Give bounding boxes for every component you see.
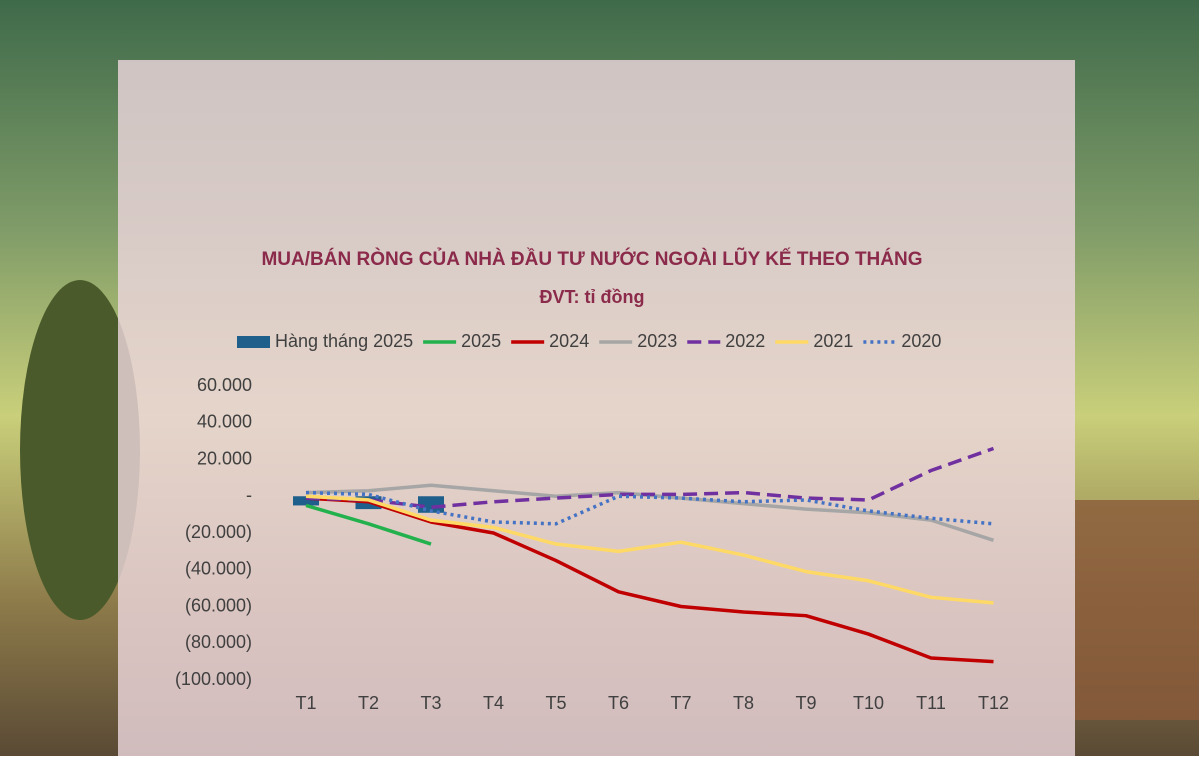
panel <box>118 60 1075 756</box>
x-tick-label: T10 <box>853 693 884 713</box>
tree <box>20 280 140 620</box>
y-tick-label: 60.000 <box>197 375 252 395</box>
y-tick-label: (40.000) <box>185 559 252 579</box>
y-tick-label: - <box>246 485 252 505</box>
chart-title: MUA/BÁN RÒNG CỦA NHÀ ĐẦU TƯ NƯỚC NGOÀI L… <box>261 248 922 270</box>
series-line <box>305 446 995 510</box>
y-tick-label: 40.000 <box>197 412 252 432</box>
series-line <box>305 490 994 526</box>
y-tick-label: 20.000 <box>197 448 252 468</box>
x-tick-label: T4 <box>483 693 504 713</box>
legend-label: 2021 <box>813 331 853 351</box>
x-tick-label: T3 <box>420 693 441 713</box>
chart-subtitle: ĐVT: tỉ đồng <box>540 287 645 307</box>
legend-label: 2024 <box>549 331 589 351</box>
x-tick-label: T11 <box>916 693 946 713</box>
series-line <box>305 503 432 546</box>
x-tick-label: T9 <box>795 693 816 713</box>
x-tick-label: T2 <box>358 693 379 713</box>
x-tick-label: T6 <box>608 693 629 713</box>
x-tick-label: T1 <box>295 693 316 713</box>
series-line <box>305 494 994 605</box>
y-tick-label: (20.000) <box>185 522 252 542</box>
y-tick-label: (80.000) <box>185 632 252 652</box>
coins <box>1075 500 1199 720</box>
legend-label: Hàng tháng 2025 <box>275 331 413 351</box>
y-tick-label: (60.000) <box>185 595 252 615</box>
legend-label: 2020 <box>901 331 941 351</box>
legend-label: 2022 <box>725 331 765 351</box>
bar <box>293 496 319 506</box>
x-tick-label: T7 <box>670 693 691 713</box>
legend-label: 2023 <box>637 331 677 351</box>
legend-swatch <box>237 336 270 348</box>
x-tick-label: T5 <box>545 693 566 713</box>
y-tick-label: (100.000) <box>175 669 252 689</box>
x-tick-label: T8 <box>733 693 754 713</box>
legend-label: 2025 <box>461 331 501 351</box>
x-tick-label: T12 <box>978 693 1009 713</box>
